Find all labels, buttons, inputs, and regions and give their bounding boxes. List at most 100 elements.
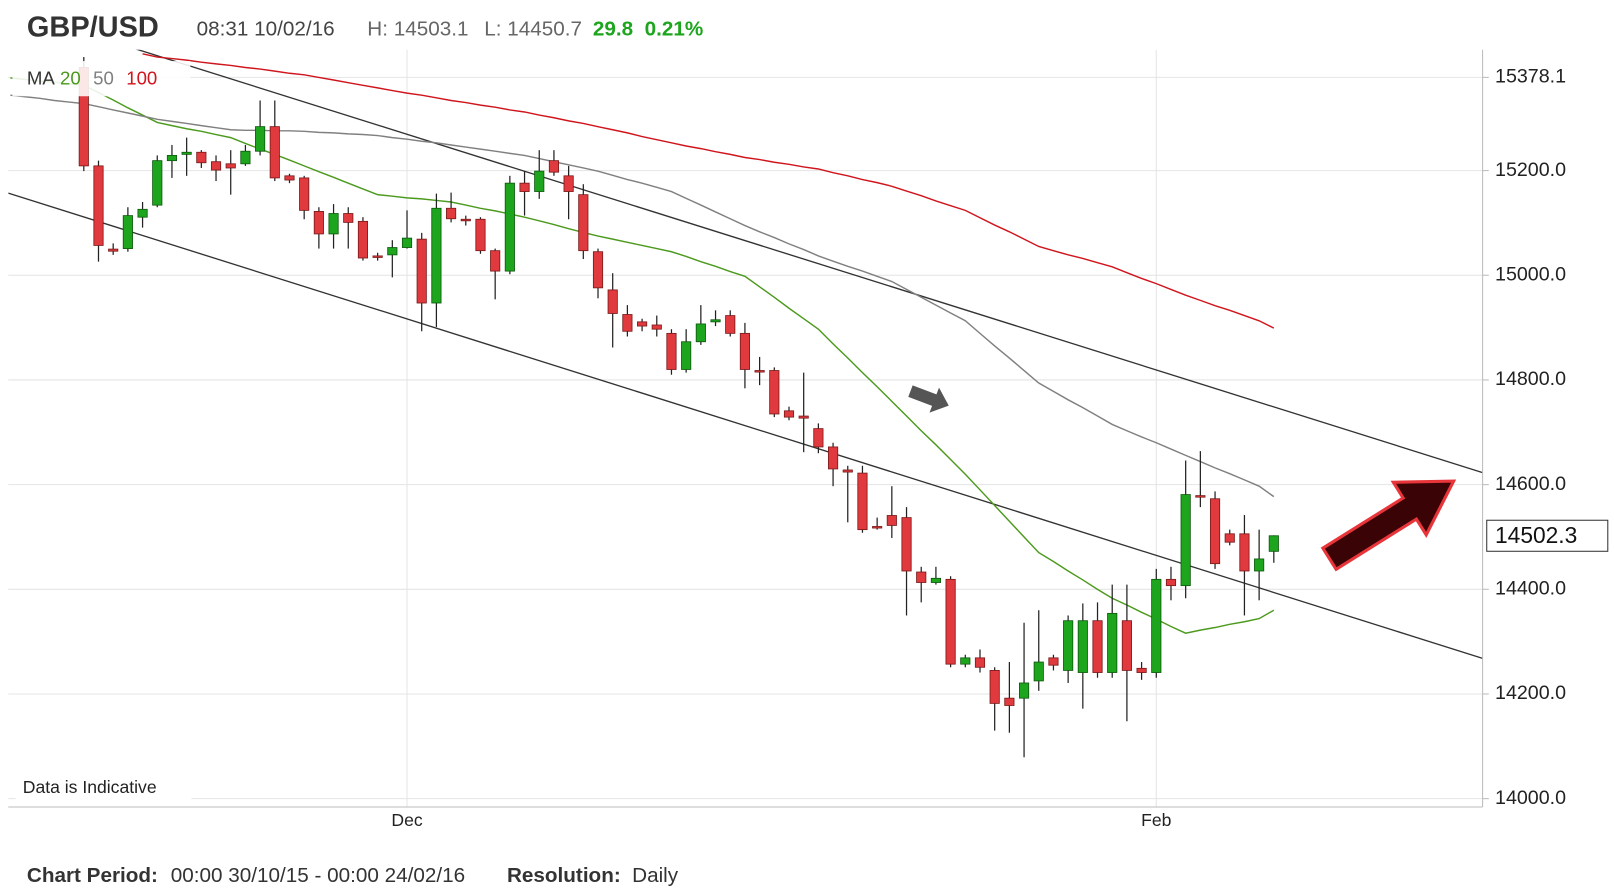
candle-body [842, 469, 853, 473]
candle-body [284, 175, 295, 181]
candle-body [269, 126, 280, 179]
y-tick-label: 14400.0 [1495, 577, 1566, 599]
candle-body [475, 218, 486, 252]
candle-body [872, 526, 883, 529]
ma-line [142, 53, 1275, 329]
candle-body [255, 126, 266, 152]
candle-body [1092, 620, 1103, 673]
change: 29.8 [593, 18, 633, 41]
candle-body [93, 165, 104, 246]
candle-body [504, 182, 515, 272]
candle-body [313, 211, 324, 235]
candle-body [534, 170, 545, 192]
timestamp: 08:31 10/02/16 [197, 18, 335, 41]
candle-body [886, 515, 897, 526]
candle-body [651, 324, 662, 330]
trendline [8, 192, 1483, 660]
legend-entry: 20 [60, 68, 81, 89]
axis: 14000.0 14200.0 14400.0 14600.0 14800.0 15000… [391, 66, 1609, 830]
candle-body [490, 250, 501, 272]
big-arrow [1320, 479, 1457, 572]
period-label: Chart Period: [27, 864, 158, 887]
candle-body [1254, 558, 1265, 572]
small-arrow [908, 385, 949, 413]
candle-body [343, 213, 354, 223]
candle-body [166, 155, 178, 162]
candle-body [607, 289, 618, 314]
candle-body [1004, 697, 1015, 706]
legend: MA 20 50 100 [12, 61, 191, 97]
candle-body [1151, 578, 1162, 673]
candle-body [299, 177, 310, 211]
candle-body [519, 182, 530, 192]
candle-body [1268, 535, 1279, 552]
candle-body [1121, 620, 1132, 671]
candle-body [108, 248, 119, 252]
candle-body [916, 571, 927, 583]
candle-body [1224, 533, 1235, 543]
candle-body [901, 517, 912, 572]
x-tick-label: Dec [391, 810, 422, 830]
candle-body [416, 238, 427, 304]
last-price-box [1486, 519, 1609, 552]
candle-body [372, 255, 383, 258]
y-tick-label: 15378.1 [1495, 66, 1566, 88]
candle-body [1063, 620, 1074, 671]
candle-body [930, 577, 941, 583]
resolution-label: Resolution: [507, 864, 621, 887]
candle-body [548, 160, 560, 173]
change-percent: 0.21% [645, 18, 704, 41]
candle-body [1239, 533, 1250, 572]
legend-entry: 50 [93, 68, 114, 89]
candle-body [357, 220, 369, 259]
y-tick-label: 14200.0 [1495, 682, 1566, 704]
candle-body [1180, 494, 1191, 587]
legend-items: 20 50 100 [60, 68, 157, 89]
y-tick-label: 15000.0 [1495, 263, 1566, 285]
y-tick-label: 14800.0 [1495, 368, 1566, 390]
x-tick-label: Feb [1141, 810, 1172, 830]
plot-area [8, 49, 1483, 758]
candle-body [328, 213, 339, 235]
candle-body [783, 410, 795, 418]
y-tick-label: 15200.0 [1495, 159, 1566, 181]
note: Data is Indicative [23, 777, 157, 797]
candle-body [666, 332, 677, 370]
note-box [15, 773, 192, 802]
candle-body [225, 163, 236, 169]
candle-body [813, 428, 824, 448]
candle-body [1165, 578, 1177, 587]
candle-body [1209, 498, 1221, 565]
candle-body [196, 151, 207, 164]
y-tick-label: 14000.0 [1495, 787, 1566, 809]
candle-body [945, 578, 956, 665]
candle-body [387, 247, 398, 256]
trendline [135, 49, 1483, 474]
candle-body [1018, 682, 1030, 699]
candle-body [754, 370, 765, 373]
candle-body [710, 319, 721, 323]
candle-body [798, 415, 809, 419]
candle-body [446, 207, 457, 220]
candle-body [739, 332, 750, 370]
candle-body [725, 315, 736, 334]
candle-body [152, 160, 163, 206]
candle-body [857, 472, 868, 531]
candle-body [181, 151, 192, 155]
low-label: L: 14450.7 [484, 18, 582, 41]
candle-body [828, 446, 839, 470]
chart-title: GBP/USD [27, 12, 159, 44]
ma-line [10, 94, 1275, 498]
legend-title: MA [27, 68, 56, 89]
candle-body [401, 237, 413, 248]
resolution: Daily [632, 864, 679, 887]
candle-body [592, 251, 604, 289]
candle-body [1077, 620, 1088, 673]
candle-body [563, 175, 574, 192]
candle-body [460, 218, 471, 222]
candle-body [210, 161, 222, 171]
high-label: H: 14503.1 [367, 18, 468, 41]
